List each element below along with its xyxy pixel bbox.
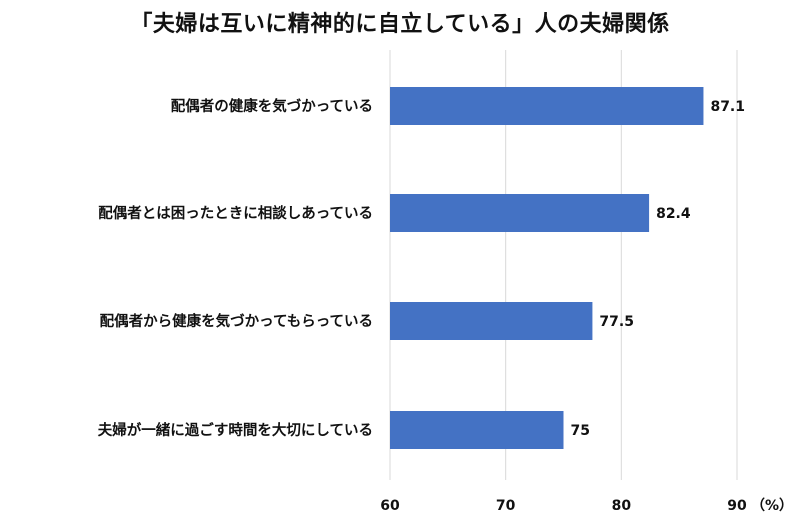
x-tick-label: 70 — [496, 498, 516, 514]
category-label: 配偶者とは困ったときに相談しあっている — [98, 204, 373, 222]
x-tick-label: 60 — [380, 498, 400, 514]
value-label: 75 — [571, 423, 590, 439]
bar — [390, 302, 593, 340]
category-label: 夫婦が一緒に過ごす時間を大切にしている — [98, 421, 373, 439]
x-tick-label: 90 — [727, 498, 747, 514]
category-label: 配偶者から健康を気づかってもらっている — [100, 312, 373, 330]
bar — [390, 411, 564, 449]
bar — [390, 87, 704, 125]
labels: 60 70 80 90 （%） 配偶者の健康を気づかっている 87.1 配偶者とは困ったときに… — [98, 97, 793, 514]
x-tick-label: 80 — [612, 498, 632, 514]
value-label: 77.5 — [599, 314, 634, 330]
value-label: 82.4 — [656, 206, 691, 222]
category-label: 配偶者の健康を気づかっている — [171, 97, 373, 115]
bar — [390, 194, 650, 232]
bars — [390, 87, 704, 449]
x-unit-label: （%） — [751, 498, 793, 514]
value-label: 87.1 — [710, 99, 745, 115]
chart-title: 「夫婦は互いに精神的に自立している」人の夫婦関係 — [130, 12, 670, 37]
